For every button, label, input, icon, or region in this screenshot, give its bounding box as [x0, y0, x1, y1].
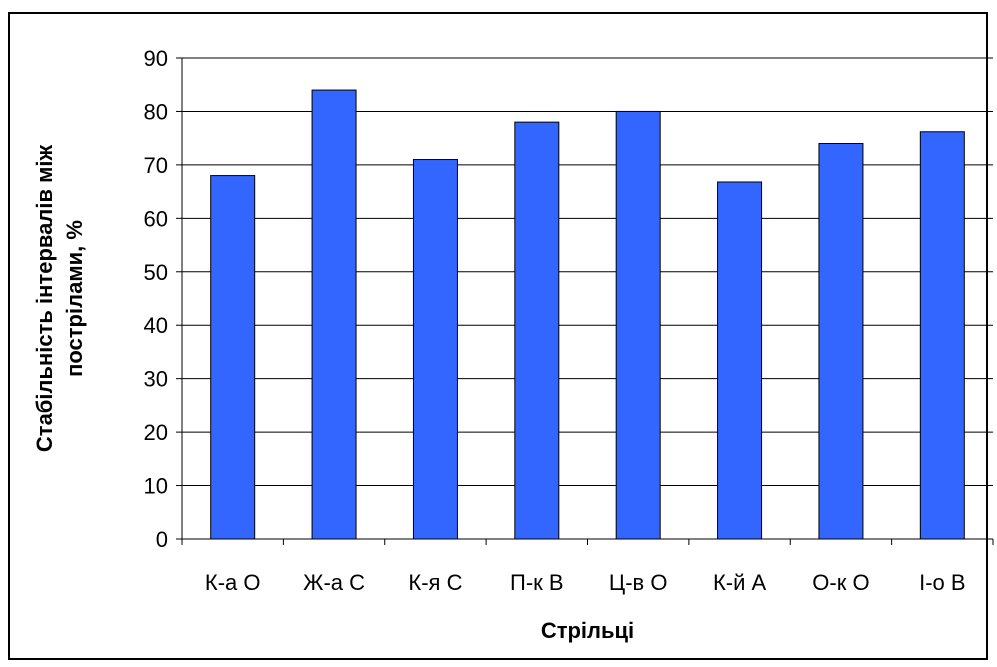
- bar: [818, 143, 864, 540]
- x-tick-label: К-й А: [713, 570, 767, 595]
- bar: [311, 89, 357, 540]
- y-tick-label: 0: [156, 527, 168, 552]
- y-tick-label: 20: [144, 420, 168, 445]
- y-tick-label: 30: [144, 367, 168, 392]
- bar: [514, 121, 560, 540]
- x-tick-label: Ц-в О: [609, 570, 668, 595]
- y-tick-label: 60: [144, 206, 168, 231]
- y-tick-labels: 0 10 20 30 40 50 60 70 80 90: [144, 46, 168, 552]
- x-tick-label: К-а О: [205, 570, 261, 595]
- x-tick-label: І-о В: [919, 570, 965, 595]
- bar: [919, 131, 965, 540]
- x-tick-label: П-к В: [510, 570, 564, 595]
- y-axis-title-line2: пострілами, %: [62, 220, 87, 377]
- y-tick-label: 80: [144, 99, 168, 124]
- x-tick-label: К-я С: [408, 570, 462, 595]
- bar: [717, 181, 763, 540]
- x-tick-label: Ж-а С: [303, 570, 365, 595]
- y-tick-label: 10: [144, 474, 168, 499]
- y-axis-title: Стабільність інтервалів між пострілами, …: [32, 145, 87, 453]
- bar: [210, 175, 256, 540]
- bar: [412, 159, 458, 540]
- bar: [615, 110, 661, 540]
- y-tick-label: 40: [144, 313, 168, 338]
- axes: [176, 57, 994, 545]
- x-tick-label: О-к О: [812, 570, 869, 595]
- y-tick-label: 50: [144, 260, 168, 285]
- x-tick-labels: К-а О Ж-а С К-я С П-к В Ц-в О К-й А О-к О І-о В: [205, 570, 966, 595]
- y-tick-label: 90: [144, 46, 168, 71]
- x-axis-title: Стрільці: [541, 618, 634, 643]
- y-axis-title-line1: Стабільність інтервалів між: [32, 145, 57, 453]
- y-tick-label: 70: [144, 153, 168, 178]
- gridlines: [182, 57, 993, 487]
- bars: [210, 89, 965, 540]
